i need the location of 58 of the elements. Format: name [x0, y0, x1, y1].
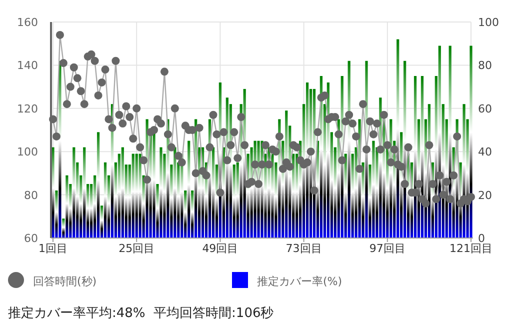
bar — [100, 206, 104, 238]
bar — [128, 164, 131, 238]
legend-label: 推定カバー率(%) — [257, 275, 342, 288]
bar — [52, 147, 54, 238]
y2-tick-label: 100 — [478, 16, 499, 29]
bar — [93, 175, 96, 238]
bar — [170, 164, 173, 238]
bar — [132, 154, 134, 238]
x-tick-label: 97回目 — [369, 242, 406, 255]
bar — [55, 190, 58, 238]
x-tick-label: 25回目 — [118, 242, 155, 255]
y-tick-label: 140 — [17, 59, 38, 72]
bar — [188, 140, 190, 238]
y-tick-label: 60 — [24, 232, 38, 245]
bar — [62, 218, 65, 238]
text: 推定カバー率平均:48% 平均回答時間:106秒 — [8, 305, 274, 321]
bar — [86, 184, 90, 238]
x-tick-label: 49回目 — [202, 242, 238, 255]
bar — [96, 132, 100, 238]
bar — [274, 162, 278, 238]
y2-tick-label: 60 — [478, 102, 492, 116]
bar — [191, 190, 194, 238]
bar — [124, 164, 128, 238]
bar — [114, 162, 118, 238]
y-tick-label: 100 — [17, 146, 38, 159]
y-tick-label: 80 — [24, 188, 38, 202]
bar — [160, 147, 162, 238]
bar — [184, 190, 187, 238]
y-tick-label: 120 — [17, 102, 38, 116]
legend-label: 回答時間(秒) — [33, 275, 97, 288]
bar — [107, 175, 110, 238]
bar — [76, 162, 79, 238]
bar — [135, 154, 138, 238]
bar — [118, 154, 120, 238]
bar — [72, 147, 76, 238]
y2-tick-label: 0 — [478, 232, 485, 245]
y2-tick-label: 20 — [478, 188, 492, 202]
bar — [156, 184, 159, 238]
bar — [66, 175, 68, 238]
bar — [368, 164, 372, 238]
bar — [351, 154, 354, 238]
bar — [372, 140, 375, 238]
bar — [232, 164, 236, 238]
bar — [69, 184, 72, 238]
bar — [334, 147, 336, 238]
bar — [83, 147, 86, 238]
bar — [330, 132, 333, 238]
bar — [80, 175, 82, 238]
y-tick-label: 160 — [17, 16, 38, 29]
bar — [90, 184, 93, 238]
y2-tick-label: 80 — [478, 59, 492, 72]
bar — [104, 162, 107, 238]
x-tick-label: 73回目 — [286, 242, 322, 255]
y2-tick-label: 40 — [478, 146, 492, 159]
bar — [163, 154, 166, 238]
bar — [121, 147, 124, 238]
x-tick-label: 1回目 — [38, 242, 68, 255]
x-tick-label: 121回目 — [450, 242, 492, 255]
